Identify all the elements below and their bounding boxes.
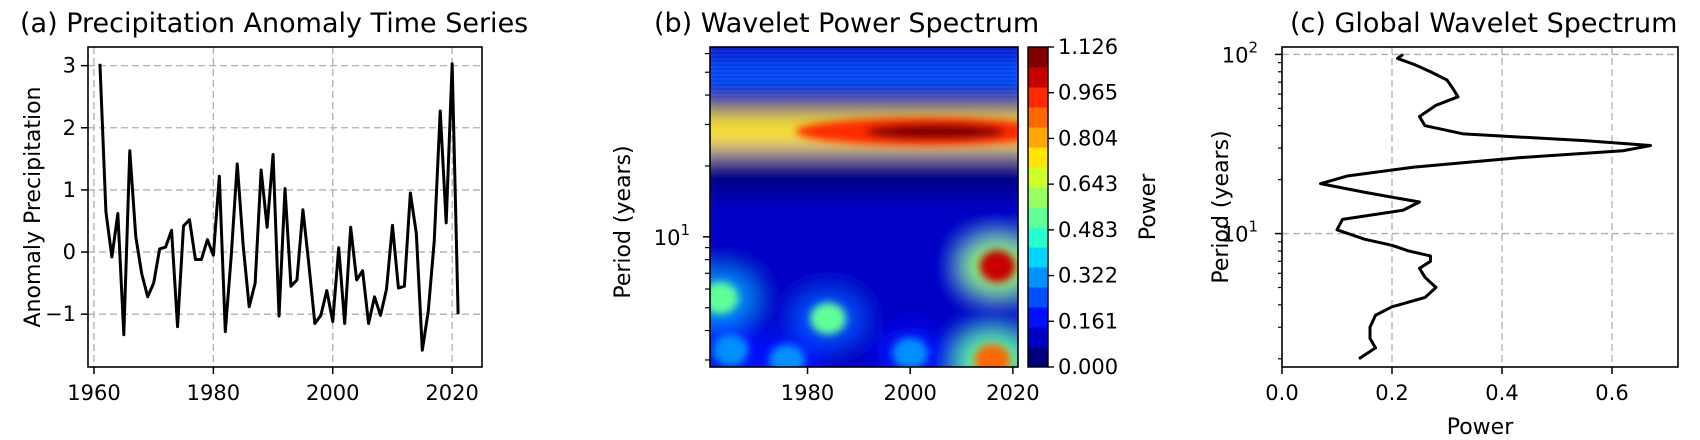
panel-b-title: (b) Wavelet Power Spectrum: [654, 8, 1039, 39]
colorbar-tick-label: 0.804: [1058, 126, 1118, 150]
colorbar-tick-label: 0.322: [1058, 264, 1118, 288]
panel-a-ytick-label: −1: [45, 302, 76, 326]
colorbar-segment: [1028, 327, 1048, 348]
panel-a-xtick-label: 1960: [67, 381, 120, 405]
colorbar-tick-label: 0.000: [1058, 355, 1118, 379]
panel-c: (c) Global Wavelet Spectrum 0.0 0.2 0.4 0.6…: [1209, 8, 1679, 440]
panel-b-frame: [709, 46, 1019, 368]
heatmap-hotspot: [892, 337, 929, 367]
heatmap-hotspot: [974, 343, 1011, 367]
panel-c-title: (c) Global Wavelet Spectrum: [1290, 8, 1677, 39]
colorbar-segment: [1028, 127, 1048, 148]
colorbar-frame: [1027, 46, 1049, 368]
colorbar: 0.000 0.161 0.322 0.483 0.643 0.804 0.965 1.126: [1027, 35, 1118, 379]
heatmap-hotspot: [712, 334, 749, 367]
panel-c-xtick-label: 0.6: [1595, 381, 1628, 405]
panel-a-ytick-label: 0: [63, 240, 76, 264]
panel-a-title: (a) Precipitation Anomaly Time Series: [20, 8, 528, 39]
panel-c-ylabel: Period (years): [1209, 130, 1234, 283]
global-spectrum-line: [1319, 53, 1652, 361]
colorbar-tick-label: 1.126: [1058, 35, 1118, 59]
panel-b-xtick-label: 2000: [883, 381, 936, 405]
panel-c-x-ticks: 0.0 0.2 0.4 0.6: [1265, 367, 1629, 405]
heatmap-hotspot: [710, 281, 739, 314]
colorbar-segment: [1028, 347, 1048, 368]
panel-b-y-ticks: 101: [654, 52, 710, 361]
panel-b-ytick-base: 10: [654, 226, 681, 250]
panel-b-x-ticks: 1980 2000 2020: [781, 367, 1040, 405]
panel-a-frame: [87, 46, 483, 368]
panel-c-ytick-label: 102: [1222, 38, 1258, 67]
colorbar-segment: [1028, 227, 1048, 248]
colorbar-segment: [1028, 207, 1048, 228]
colorbar-tick-label: 0.965: [1058, 81, 1118, 105]
panel-a-x-ticks: 1960 1980 2000 2020: [67, 367, 479, 405]
colorbar-segment: [1028, 187, 1048, 208]
panel-c-xtick-label: 0.0: [1265, 381, 1298, 405]
heatmap-hotspot: [979, 250, 1016, 283]
heatmap-hotspot: [810, 302, 847, 335]
colorbar-segment: [1028, 147, 1048, 168]
panel-b-ytick-exp: 1: [680, 221, 690, 239]
colorbar-segment: [1028, 287, 1048, 308]
heatmap-hotspot: [769, 343, 805, 367]
colorbar-tick-label: 0.161: [1058, 309, 1118, 333]
panel-c-ytick-base: 10: [1222, 223, 1249, 247]
colorbar-segment: [1028, 107, 1048, 128]
panel-a-y-ticks: −1 0 1 2 3: [45, 54, 88, 326]
panel-b-xtick-label: 2020: [986, 381, 1039, 405]
colorbar-segment: [1028, 307, 1048, 328]
colorbar-segment: [1028, 247, 1048, 268]
panel-c-xtick-label: 0.2: [1375, 381, 1408, 405]
heatmap-band-peak: [865, 123, 1006, 140]
panel-c-grid: [1282, 47, 1678, 367]
panel-a-ytick-label: 3: [63, 54, 76, 78]
panel-c-xlabel: Power: [1447, 415, 1514, 440]
panel-c-ytick-exp: 1: [1248, 218, 1258, 236]
panel-a-anomaly-line: [98, 62, 460, 352]
colorbar-tick-label: 0.483: [1058, 218, 1118, 242]
colorbar-segment: [1028, 87, 1048, 108]
colorbar-segment: [1028, 47, 1048, 68]
panel-c-ytick-base: 10: [1222, 43, 1249, 67]
colorbar-segment: [1028, 267, 1048, 288]
heatmap-band: [710, 158, 1018, 195]
panel-b-xtick-label: 1980: [781, 381, 834, 405]
panel-a-ylabel: Anomaly Precipitation: [21, 86, 46, 327]
panel-a-ytick-label: 1: [63, 178, 76, 202]
panel-a-xtick-label: 2020: [425, 381, 478, 405]
panel-b-ylabel: Period (years): [611, 145, 636, 298]
panel-c-ytick-exp: 2: [1248, 38, 1258, 56]
colorbar-segment: [1028, 167, 1048, 188]
panel-b: (b) Wavelet Power Spectrum 1980 2000 2020 …: [611, 8, 1161, 405]
colorbar-segment: [1028, 67, 1048, 88]
colorbar-tick-label: 0.643: [1058, 172, 1118, 196]
panel-a-ytick-label: 2: [63, 116, 76, 140]
panel-c-frame: [1281, 46, 1679, 368]
colorbar-label: Power: [1136, 173, 1161, 240]
panel-c-ytick-label: 101: [1222, 218, 1258, 247]
wavelet-heatmap: [710, 47, 1018, 367]
panel-a-xtick-label: 1980: [187, 381, 240, 405]
panel-b-ytick-label: 101: [654, 221, 690, 250]
panel-c-xtick-label: 0.4: [1485, 381, 1518, 405]
panel-a: (a) Precipitation Anomaly Time Series 19…: [20, 8, 528, 405]
panel-a-xtick-label: 2000: [306, 381, 359, 405]
heatmap-band: [710, 209, 1018, 246]
